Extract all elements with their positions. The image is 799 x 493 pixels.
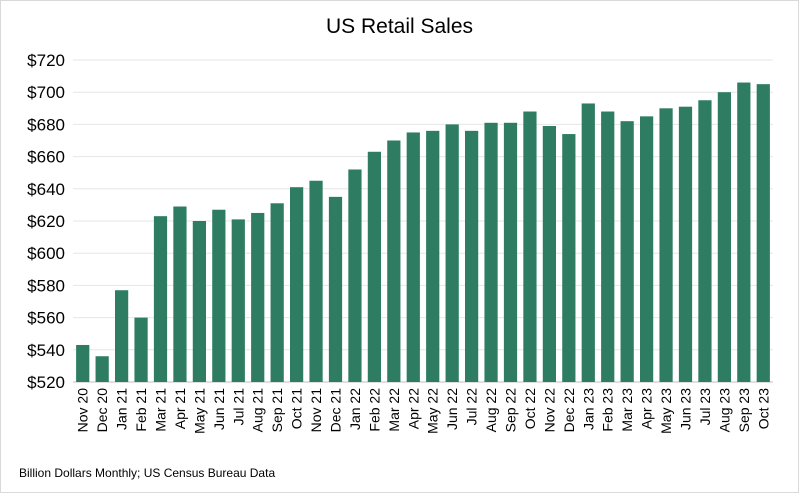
bar xyxy=(426,130,440,382)
x-tick-label: Aug 22 xyxy=(483,388,499,433)
bar xyxy=(270,203,284,382)
bar xyxy=(231,219,245,382)
bar xyxy=(659,108,673,383)
x-tick-label: Aug 23 xyxy=(716,388,732,433)
x-tick-label: Jan 23 xyxy=(580,388,596,430)
x-tick-label: Mar 23 xyxy=(619,388,635,432)
bar xyxy=(95,356,109,382)
y-tick-label: $540 xyxy=(27,341,65,360)
bar xyxy=(212,209,226,382)
bars xyxy=(76,82,770,383)
x-tick-label: Jan 21 xyxy=(114,388,130,430)
bar xyxy=(601,111,615,383)
bar xyxy=(640,116,654,382)
x-tick-label: Mar 22 xyxy=(386,388,402,432)
bar xyxy=(620,121,634,383)
bar xyxy=(737,82,751,382)
x-tick-label: May 22 xyxy=(425,388,441,434)
bar xyxy=(542,126,556,382)
x-tick-label: Oct 21 xyxy=(289,388,305,429)
y-tick-label: $560 xyxy=(27,309,65,328)
bar xyxy=(406,132,420,382)
y-tick-label: $600 xyxy=(27,244,65,263)
x-tick-label: May 23 xyxy=(658,388,674,434)
bar xyxy=(76,344,90,382)
x-axis-ticks: Nov 20 Dec 20 Jan 21 Feb 21 Mar 21 Apr 21 May … xyxy=(75,388,772,434)
y-tick-label: $520 xyxy=(27,373,65,392)
x-tick-label: Jun 21 xyxy=(211,388,227,430)
chart-title: US Retail Sales xyxy=(325,15,474,38)
x-tick-label: Feb 21 xyxy=(133,388,149,432)
y-tick-label: $640 xyxy=(27,180,65,199)
x-tick-label: Sep 21 xyxy=(269,388,285,433)
bar xyxy=(348,169,362,382)
x-tick-label: Jul 21 xyxy=(230,388,246,426)
bar xyxy=(484,122,498,382)
bar xyxy=(387,140,401,382)
y-tick-label: $580 xyxy=(27,276,65,295)
y-tick-label: $700 xyxy=(27,83,65,102)
bar xyxy=(503,122,518,382)
x-tick-label: Jul 22 xyxy=(464,388,480,426)
y-tick-label: $720 xyxy=(27,51,65,70)
bar xyxy=(192,221,206,382)
x-tick-label: Dec 20 xyxy=(94,388,110,433)
bar xyxy=(581,103,595,382)
bar xyxy=(678,106,693,382)
bar xyxy=(134,317,148,382)
bar xyxy=(698,100,712,382)
x-tick-label: Jan 22 xyxy=(347,388,363,430)
bar xyxy=(173,206,187,382)
x-tick-label: Sep 22 xyxy=(503,388,519,433)
x-tick-label: Jun 22 xyxy=(444,388,460,430)
x-tick-label: Nov 20 xyxy=(75,388,91,433)
y-tick-label: $620 xyxy=(27,212,65,231)
x-tick-label: Apr 23 xyxy=(639,388,655,429)
y-tick-label: $680 xyxy=(27,115,65,134)
x-tick-label: Apr 21 xyxy=(172,388,188,429)
x-tick-label: Dec 21 xyxy=(328,388,344,433)
bar xyxy=(328,196,343,382)
x-tick-label: Apr 22 xyxy=(405,388,421,429)
x-tick-label: Oct 22 xyxy=(522,388,538,429)
gridlines xyxy=(73,59,773,383)
bar xyxy=(465,130,479,382)
x-tick-label: Feb 23 xyxy=(600,388,616,432)
x-tick-label: Aug 21 xyxy=(250,388,266,433)
bar xyxy=(445,124,459,383)
y-axis-ticks: $520 $540 $560 $580 $600 $620 $640 $660 $680 $700… xyxy=(27,51,65,392)
bar xyxy=(367,151,381,382)
bar xyxy=(309,180,323,382)
x-tick-label: Nov 21 xyxy=(308,388,324,433)
bar xyxy=(756,84,770,383)
x-tick-label: Jul 23 xyxy=(697,388,713,426)
x-tick-label: Jun 23 xyxy=(678,388,694,430)
bar xyxy=(290,187,304,382)
bar xyxy=(251,212,265,382)
x-tick-label: Mar 21 xyxy=(153,388,169,432)
footnote: Billion Dollars Monthly; US Census Burea… xyxy=(19,466,276,480)
x-tick-label: Sep 23 xyxy=(736,388,752,433)
bar xyxy=(523,111,537,383)
x-tick-label: Nov 22 xyxy=(541,388,557,433)
y-tick-label: $660 xyxy=(27,148,65,167)
bar xyxy=(717,92,731,382)
x-tick-label: Oct 23 xyxy=(755,388,771,429)
bar xyxy=(153,216,168,382)
x-tick-label: Dec 22 xyxy=(561,388,577,433)
bar xyxy=(562,134,576,382)
x-tick-label: Feb 22 xyxy=(366,388,382,432)
x-tick-label: May 21 xyxy=(191,388,207,434)
bar xyxy=(115,290,129,382)
